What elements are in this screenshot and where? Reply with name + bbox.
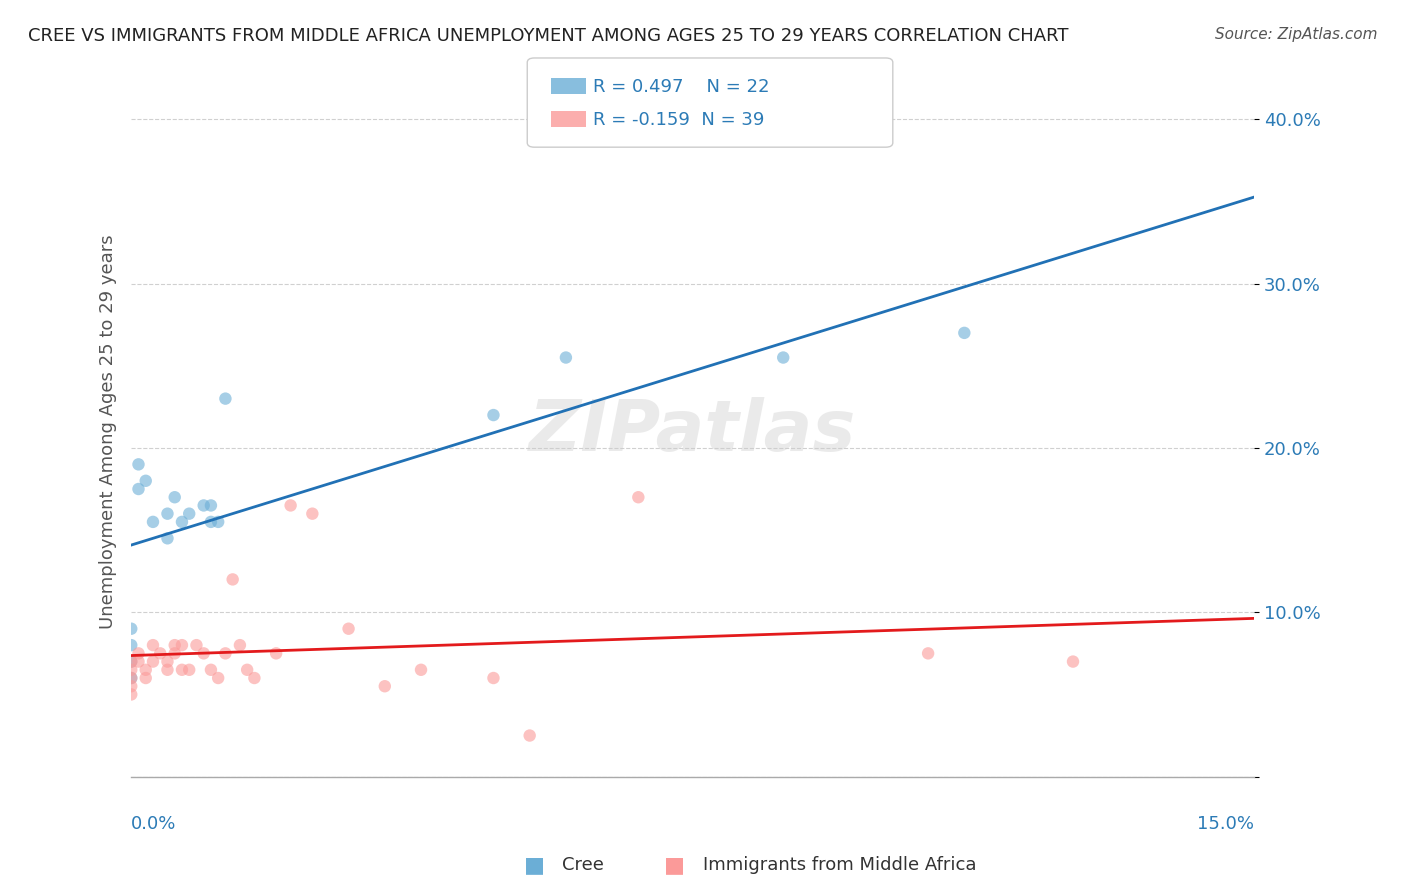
Point (229, 638, 252, 652)
Point (193, 499, 215, 513)
Point (142, 638, 165, 652)
Point (120, 671, 142, 685)
Point (214, 392, 236, 406)
Point (280, 499, 302, 513)
Point (120, 679, 142, 693)
Point (193, 646, 215, 660)
Point (243, 671, 266, 685)
Point (186, 638, 208, 652)
Point (170, 638, 193, 652)
Point (163, 490, 186, 504)
Point (264, 646, 287, 660)
Point (409, 663, 432, 677)
Point (149, 646, 172, 660)
Point (301, 507, 323, 521)
Point (214, 646, 236, 660)
Text: Immigrants from Middle Africa: Immigrants from Middle Africa (703, 856, 977, 874)
Point (128, 655, 150, 669)
Text: ■: ■ (524, 855, 544, 875)
Point (135, 671, 157, 685)
Text: Cree: Cree (562, 856, 605, 874)
Point (953, 326, 976, 340)
Point (627, 490, 650, 504)
Text: R = -0.159  N = 39: R = -0.159 N = 39 (593, 111, 765, 128)
Point (135, 474, 157, 488)
Text: Source: ZipAtlas.com: Source: ZipAtlas.com (1215, 27, 1378, 42)
Point (142, 655, 165, 669)
Text: CREE VS IMMIGRANTS FROM MIDDLE AFRICA UNEMPLOYMENT AMONG AGES 25 TO 29 YEARS COR: CREE VS IMMIGRANTS FROM MIDDLE AFRICA UN… (28, 27, 1069, 45)
Point (156, 663, 179, 677)
Point (179, 507, 201, 521)
Point (482, 671, 505, 685)
Point (200, 499, 222, 513)
Point (554, 351, 576, 365)
Point (170, 515, 193, 529)
Point (772, 351, 794, 365)
Point (156, 655, 179, 669)
Point (128, 458, 150, 472)
Point (120, 622, 142, 636)
Point (221, 573, 243, 587)
Point (142, 515, 165, 529)
Point (236, 663, 259, 677)
Point (163, 638, 186, 652)
Text: 15.0%: 15.0% (1197, 814, 1254, 832)
Point (519, 729, 541, 743)
Point (163, 646, 186, 660)
Point (120, 671, 142, 685)
Point (207, 671, 229, 685)
Point (200, 515, 222, 529)
Point (120, 655, 142, 669)
Point (374, 679, 396, 693)
Point (120, 655, 142, 669)
Point (120, 638, 142, 652)
Point (135, 663, 157, 677)
Point (156, 507, 179, 521)
Point (917, 646, 939, 660)
Point (207, 515, 229, 529)
Point (482, 408, 505, 422)
Y-axis label: Unemployment Among Ages 25 to 29 years: Unemployment Among Ages 25 to 29 years (100, 235, 117, 629)
Point (179, 663, 201, 677)
Text: 0.0%: 0.0% (131, 814, 177, 832)
Point (200, 663, 222, 677)
Point (120, 663, 142, 677)
Text: ZIPatlas: ZIPatlas (529, 397, 856, 466)
Point (1062, 655, 1084, 669)
Point (170, 663, 193, 677)
Point (128, 646, 150, 660)
Point (120, 688, 142, 702)
Text: ■: ■ (665, 855, 685, 875)
Point (156, 531, 179, 545)
Point (128, 482, 150, 496)
Text: R = 0.497    N = 22: R = 0.497 N = 22 (593, 78, 770, 95)
Point (337, 622, 360, 636)
